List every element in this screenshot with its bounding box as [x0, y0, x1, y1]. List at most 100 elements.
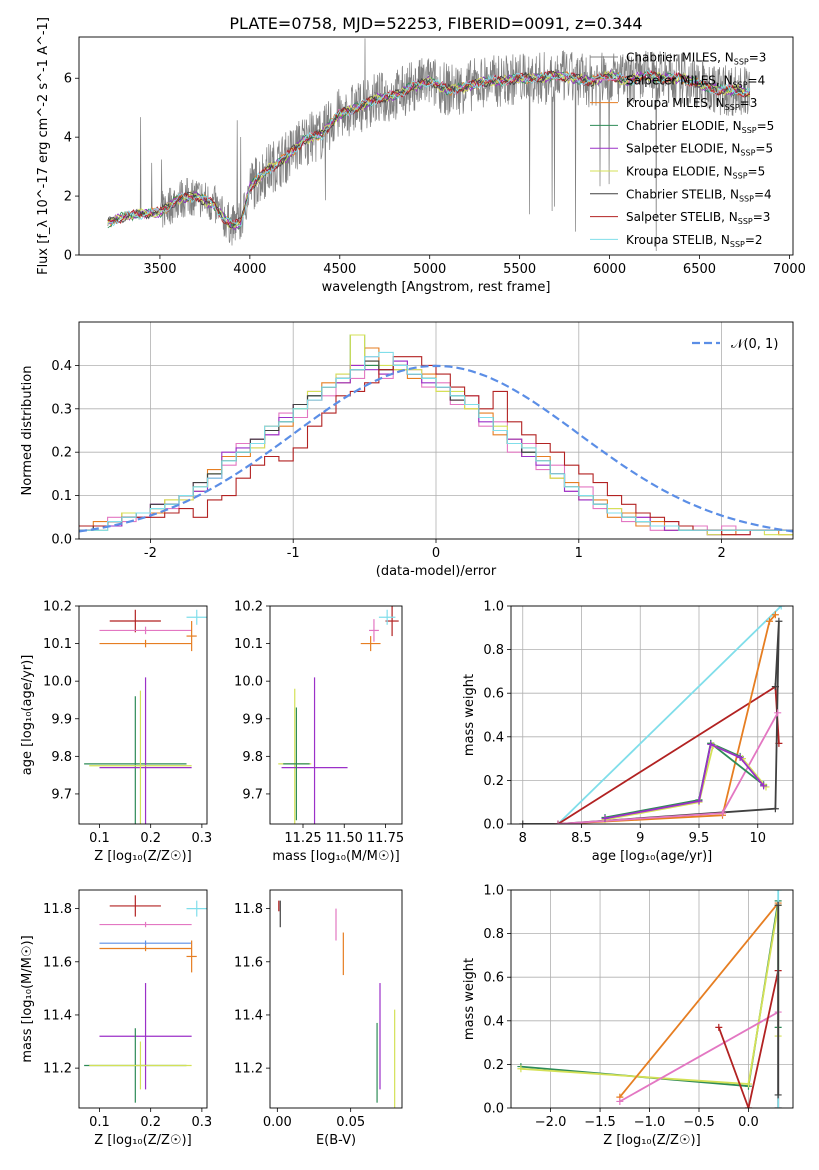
legend-label: Chabrier STELIB, NSSP=4 — [626, 187, 772, 203]
y-tick-label: 11.8 — [43, 902, 72, 917]
plot-area — [517, 890, 782, 1108]
y-tick-label: 10.1 — [43, 637, 72, 652]
x-tick-label: 5000 — [413, 262, 446, 277]
y-tick-label: 6 — [64, 72, 72, 87]
axes-frame — [78, 321, 794, 540]
panel-spectrum: 3500 4000 4500 5000 5500 6000 6500 7000 0 2 4 6 wave… — [36, 17, 806, 295]
y-tick-label: 11.2 — [234, 1062, 263, 1077]
axes-frame — [269, 605, 403, 825]
legend-value: =3 — [753, 210, 771, 224]
data-point-marker — [517, 1065, 525, 1073]
axes-frame — [78, 889, 208, 1109]
x-tick-label: 11.25 — [284, 831, 321, 846]
x-tick-label: 9.5 — [689, 831, 710, 846]
data-point-marker — [774, 1104, 782, 1108]
legend-label: Kroupa ELODIE, NSSP=5 — [626, 165, 765, 181]
data-point-marker — [774, 890, 782, 894]
data-point-marker — [777, 606, 785, 610]
y-axis-label: mass weight — [462, 958, 477, 1040]
model-fit-line — [107, 69, 751, 227]
y-tick-label: 2 — [64, 190, 72, 205]
y-tick-label: 9.8 — [51, 750, 72, 765]
y-tick-label: 10.0 — [43, 675, 72, 690]
data-point-marker — [760, 782, 768, 790]
data-point-marker — [774, 709, 782, 717]
x-tick-label: 9 — [636, 831, 644, 846]
x-tick-label: 2 — [717, 546, 725, 561]
legend-subscript: SSP — [739, 194, 754, 203]
y-tick-label: 0.1 — [51, 489, 72, 504]
x-tick-label: 0.2 — [140, 831, 161, 846]
legend-value: =3 — [749, 51, 767, 65]
y-tick-label: 11.6 — [43, 955, 72, 970]
plot-area — [107, 38, 751, 252]
x-tick-label: 0.2 — [140, 1115, 161, 1130]
legend-subscript: SSP — [733, 80, 748, 89]
y-tick-label: 0.4 — [483, 730, 504, 745]
y-tick-label: 9.7 — [51, 787, 72, 802]
y-tick-label: 10.2 — [43, 600, 72, 615]
x-axis-label: (data-model)/error — [376, 564, 497, 579]
y-tick-label: 4 — [64, 131, 72, 146]
plot-area — [84, 895, 207, 1103]
spectrum-data-line — [107, 38, 750, 252]
panel-age_vs_mass: 11.25 11.50 11.75 9.7 9.8 9.9 10.0 10.1 10.2 mass… — [234, 600, 404, 865]
legend: Chabrier MILES, NSSP=3 Salpeter MILES, NS… — [590, 51, 774, 249]
legend-label: Salpeter MILES, NSSP=4 — [626, 73, 765, 89]
y-tick-label: 0.2 — [483, 1058, 504, 1073]
y-tick-label: 11.4 — [234, 1008, 263, 1023]
x-tick-label: 0.3 — [192, 831, 213, 846]
y-tick-label: 10.1 — [234, 637, 263, 652]
legend-value: =5 — [748, 165, 766, 179]
legend-subscript: SSP — [733, 172, 748, 181]
axes-frame — [269, 889, 403, 1109]
y-tick-label: 1.0 — [483, 884, 504, 899]
axes-frame — [78, 36, 794, 256]
x-axis-label: age [log₁₀(age/yr)] — [592, 849, 713, 864]
x-tick-label: 5500 — [503, 262, 536, 277]
y-tick-label: 9.9 — [242, 712, 263, 727]
data-point-marker — [771, 805, 779, 813]
x-tick-label: 0.1 — [89, 1115, 110, 1130]
y-axis-label: Flux [f_λ 10^-17 erg cm^-2 s^-1 A^-1] — [36, 17, 51, 275]
x-tick-label: 0.1 — [89, 831, 110, 846]
y-tick-label: 0.2 — [51, 446, 72, 461]
data-point-marker — [774, 901, 782, 909]
x-tick-label: −1.5 — [584, 1115, 616, 1130]
x-tick-label: -1 — [287, 546, 300, 561]
data-point-marker — [766, 617, 773, 625]
x-tick-label: 8 — [519, 831, 527, 846]
x-tick-label: −0.5 — [683, 1115, 715, 1130]
plot-area — [79, 334, 793, 536]
x-tick-label: 0.3 — [192, 1115, 213, 1130]
x-tick-label: 6000 — [593, 262, 626, 277]
normal-curve — [79, 364, 793, 533]
y-axis-label: Normed distribution — [20, 366, 35, 496]
x-axis-label: Z [log₁₀(Z/Z☉)] — [603, 1133, 700, 1148]
y-tick-label: 0.0 — [483, 818, 504, 833]
panel-residuals: -2 -1 0 1 2 0.0 0.1 0.2 0.3 0.4 (data-model)/error… — [20, 321, 794, 579]
legend-label: Chabrier MILES, NSSP=3 — [626, 51, 766, 67]
y-tick-label: 11.2 — [43, 1062, 72, 1077]
y-tick-label: 0.6 — [483, 971, 504, 986]
data-point-marker — [736, 754, 744, 762]
x-tick-label: 4000 — [233, 262, 266, 277]
histogram-step — [79, 356, 793, 536]
y-tick-label: 0.6 — [483, 687, 504, 702]
model-fit-line — [107, 69, 751, 226]
data-point-marker — [616, 1097, 624, 1105]
y-axis-label: mass [log₁₀(M/M☉)] — [20, 935, 35, 1062]
x-tick-label: 7000 — [773, 262, 806, 277]
y-tick-label: 0.2 — [483, 774, 504, 789]
data-point-marker — [715, 1023, 723, 1031]
series-line — [557, 685, 780, 824]
axes-frame — [510, 605, 794, 825]
legend-subscript: SSP — [740, 149, 755, 158]
y-tick-label: 0.3 — [51, 402, 72, 417]
plot-area — [278, 900, 396, 1108]
data-point-marker — [775, 617, 783, 625]
legend-label: 𝒩(0, 1) — [731, 337, 778, 352]
y-tick-label: 9.9 — [51, 712, 72, 727]
y-tick-label: 10.2 — [234, 600, 263, 615]
legend-value: =4 — [754, 187, 772, 201]
